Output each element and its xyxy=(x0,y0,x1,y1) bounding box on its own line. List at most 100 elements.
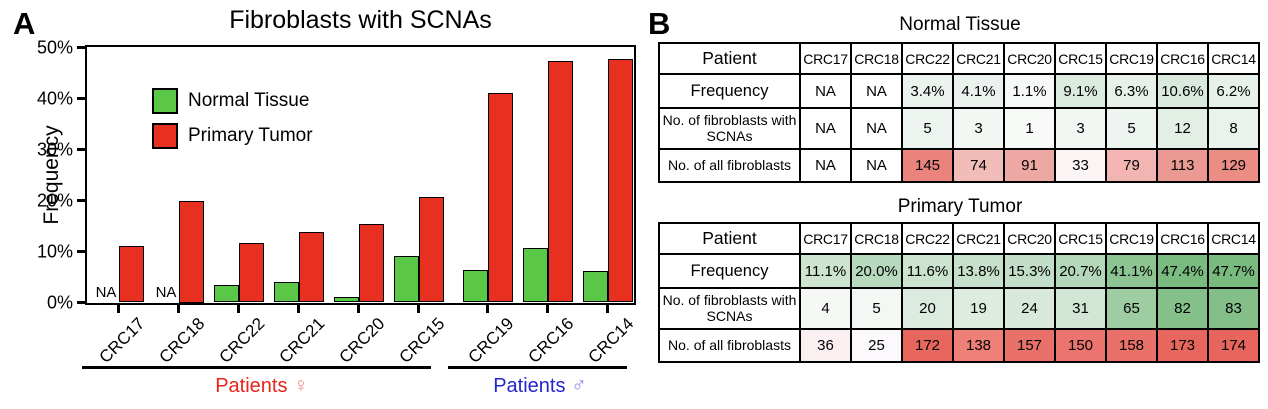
data-table: Patient CRC17 CRC18 CRC22 CRC21 CRC20 CRC15 CRC… xyxy=(658,42,1260,183)
value-cell: 10.6% xyxy=(1156,73,1209,109)
patient-header-cell: CRC15 xyxy=(1054,222,1107,255)
value-cell: 15.3% xyxy=(1003,253,1056,289)
x-tick xyxy=(117,305,120,313)
value-cell: 1.1% xyxy=(1003,73,1056,109)
patient-header-cell: CRC18 xyxy=(850,222,903,255)
row-label: No. of fibroblasts with SCNAs xyxy=(658,287,801,330)
y-tick-label: 20% xyxy=(36,190,73,210)
value-cell: 65 xyxy=(1105,287,1158,330)
value-cell: 36 xyxy=(799,328,852,363)
value-cell: 31 xyxy=(1054,287,1107,330)
data-table: Patient CRC17 CRC18 CRC22 CRC21 CRC20 CRC15 CRC… xyxy=(658,222,1260,363)
value-cell: 8 xyxy=(1207,107,1260,150)
x-tick xyxy=(417,305,420,313)
bar-primary-tumor-crc20 xyxy=(358,224,384,303)
bar-primary-tumor-crc14 xyxy=(607,59,633,303)
value-cell: 33 xyxy=(1054,148,1107,183)
x-tick xyxy=(546,305,549,313)
x-tick xyxy=(297,305,300,313)
value-cell: 3.4% xyxy=(901,73,954,109)
x-tick xyxy=(486,305,489,313)
value-cell: 9.1% xyxy=(1054,73,1107,109)
y-tick-label: 50% xyxy=(36,37,73,57)
legend-swatch-primary-tumor xyxy=(152,123,178,149)
value-cell: 5 xyxy=(901,107,954,150)
value-cell: 20.7% xyxy=(1054,253,1107,289)
y-tick xyxy=(77,97,85,100)
patient-header-cell: CRC20 xyxy=(1003,42,1056,75)
patient-header-cell: CRC21 xyxy=(952,222,1005,255)
value-cell: 47.7% xyxy=(1207,253,1260,289)
bar-primary-tumor-crc21 xyxy=(298,232,324,303)
value-cell: NA xyxy=(850,148,903,183)
value-cell: 174 xyxy=(1207,328,1260,363)
female-symbol-icon: ♀ xyxy=(293,374,309,397)
value-cell: 145 xyxy=(901,148,954,183)
value-cell: 19 xyxy=(952,287,1005,330)
primary-tumor-table-title: Primary Tumor xyxy=(897,196,1023,217)
row-label: No. of all fibroblasts xyxy=(658,148,801,183)
patient-header-cell: CRC21 xyxy=(952,42,1005,75)
patient-header-cell: CRC15 xyxy=(1054,42,1107,75)
value-cell: 129 xyxy=(1207,148,1260,183)
y-tick xyxy=(77,148,85,151)
bar-primary-tumor-crc15 xyxy=(418,196,444,303)
y-tick xyxy=(77,199,85,202)
value-cell: 150 xyxy=(1054,328,1107,363)
value-cell: 173 xyxy=(1156,328,1209,363)
y-tick xyxy=(77,46,85,49)
bar-primary-tumor-crc18 xyxy=(178,200,204,303)
bar-normal-tissue-crc16 xyxy=(522,248,548,303)
value-cell: 82 xyxy=(1156,287,1209,330)
bar-primary-tumor-crc17 xyxy=(118,245,144,303)
value-cell: NA xyxy=(850,107,903,150)
bar-primary-tumor-crc16 xyxy=(547,60,573,303)
value-cell: 11.1% xyxy=(799,253,852,289)
bar-normal-tissue-crc22 xyxy=(213,285,239,303)
y-tick xyxy=(77,301,85,304)
value-cell: 3 xyxy=(1054,107,1107,150)
normal-tissue-table-title: Normal Tissue xyxy=(899,14,1021,35)
patient-header-cell: CRC19 xyxy=(1105,42,1158,75)
panel-b: B Normal Tissue Patient CRC17 CRC18 CRC22 CR… xyxy=(640,0,1268,409)
value-cell: 3 xyxy=(952,107,1005,150)
row-label-patient: Patient xyxy=(658,42,801,75)
bar-primary-tumor-crc19 xyxy=(487,92,513,303)
panel-b-label: B xyxy=(648,6,671,41)
legend-label: Normal Tissue xyxy=(188,90,310,111)
group-label-text: Patients xyxy=(493,375,572,397)
patient-header-cell: CRC22 xyxy=(901,222,954,255)
patient-header-cell: CRC14 xyxy=(1207,222,1260,255)
legend-label: Primary Tumor xyxy=(188,125,313,146)
patient-header-cell: CRC19 xyxy=(1105,222,1158,255)
group-underline-female xyxy=(82,366,431,369)
value-cell: 24 xyxy=(1003,287,1056,330)
value-cell: 5 xyxy=(850,287,903,330)
na-label: NA xyxy=(155,284,177,301)
value-cell: 4.1% xyxy=(952,73,1005,109)
x-tick xyxy=(357,305,360,313)
primary-tumor-table: Patient CRC17 CRC18 CRC22 CRC21 CRC20 CRC15 CRC… xyxy=(658,222,1260,363)
value-cell: 13.8% xyxy=(952,253,1005,289)
y-tick-label: 30% xyxy=(36,139,73,159)
value-cell: NA xyxy=(799,73,852,109)
patient-header-cell: CRC16 xyxy=(1156,42,1209,75)
group-underline-male xyxy=(448,366,627,369)
x-tick xyxy=(606,305,609,313)
patient-header-cell: CRC17 xyxy=(799,222,852,255)
chart-title: Fibroblasts with SCNAs xyxy=(229,6,492,34)
value-cell: 1 xyxy=(1003,107,1056,150)
na-label: NA xyxy=(95,284,117,301)
bar-normal-tissue-crc19 xyxy=(462,270,488,303)
y-tick-label: 40% xyxy=(36,88,73,108)
value-cell: 113 xyxy=(1156,148,1209,183)
male-symbol-icon: ♂ xyxy=(571,374,587,397)
value-cell: 6.2% xyxy=(1207,73,1260,109)
value-cell: 41.1% xyxy=(1105,253,1158,289)
y-tick-label: 0% xyxy=(46,292,73,312)
value-cell: 12 xyxy=(1156,107,1209,150)
row-label: Frequency xyxy=(658,73,801,109)
value-cell: 158 xyxy=(1105,328,1158,363)
value-cell: 83 xyxy=(1207,287,1260,330)
patient-header-cell: CRC14 xyxy=(1207,42,1260,75)
